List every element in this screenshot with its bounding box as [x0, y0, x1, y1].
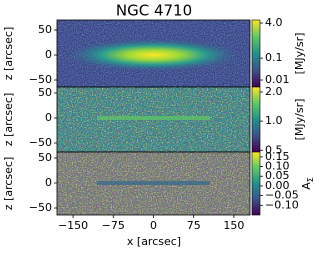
x-tick-label: 150 — [223, 219, 244, 232]
colorbar — [251, 86, 261, 153]
y-tick-label: 50 — [38, 23, 52, 36]
disk — [97, 116, 210, 120]
colorbar-tick-label: 0.01 — [265, 73, 290, 86]
y-tick-label: 50 — [38, 151, 52, 164]
colorbar-tick-label: 0.10 — [265, 160, 290, 173]
x-tick-label: −150 — [58, 219, 88, 232]
colorbar-tick-label: 2.0 — [265, 85, 283, 98]
y-tick-label: 0 — [45, 48, 52, 61]
colorbar-tick-label: 0.05 — [265, 169, 290, 182]
disk — [97, 181, 210, 185]
y-tick-label: −50 — [29, 201, 52, 214]
y-tick-label: −50 — [29, 136, 52, 149]
y-axis-label: z [arcsec] — [2, 157, 15, 210]
chart-title: NGC 4710 — [116, 2, 192, 20]
colorbar-tick-label: 0.1 — [265, 51, 283, 64]
colorbar-tick-label: −0.10 — [265, 198, 299, 211]
y-tick-label: 50 — [38, 86, 52, 99]
colorbar-label: [MJy/sr] — [293, 99, 306, 141]
colorbar-tick-label: 4.0 — [265, 16, 283, 29]
y-axis-label: z [arcsec] — [2, 93, 15, 146]
y-axis-label: z [arcsec] — [2, 27, 15, 80]
colorbar — [251, 151, 261, 216]
colorbar-label: AΣ — [300, 177, 315, 190]
x-tick-label: 75 — [187, 219, 201, 232]
colorbar — [251, 19, 261, 88]
colorbar-tick-label: −0.05 — [265, 189, 299, 202]
colorbar-tick-label: 0.5 — [265, 143, 283, 156]
colorbar-label: [MJy/sr] — [293, 33, 306, 75]
colorbar-label-main: A — [300, 182, 313, 190]
y-tick-label: −50 — [29, 73, 52, 86]
x-tick-label: 0 — [150, 219, 157, 232]
y-tick-label: 0 — [45, 176, 52, 189]
colorbar-label-sub: Σ — [306, 177, 315, 182]
colorbar-tick-label: 0.15 — [265, 150, 290, 163]
x-tick-label: −75 — [102, 219, 125, 232]
galaxy — [66, 39, 241, 71]
x-axis-label: x [arcsec] — [127, 235, 181, 248]
colorbar-tick-label: 1.0 — [265, 114, 283, 127]
colorbar-tick-label: 0.00 — [265, 179, 290, 192]
y-tick-label: 0 — [45, 111, 52, 124]
